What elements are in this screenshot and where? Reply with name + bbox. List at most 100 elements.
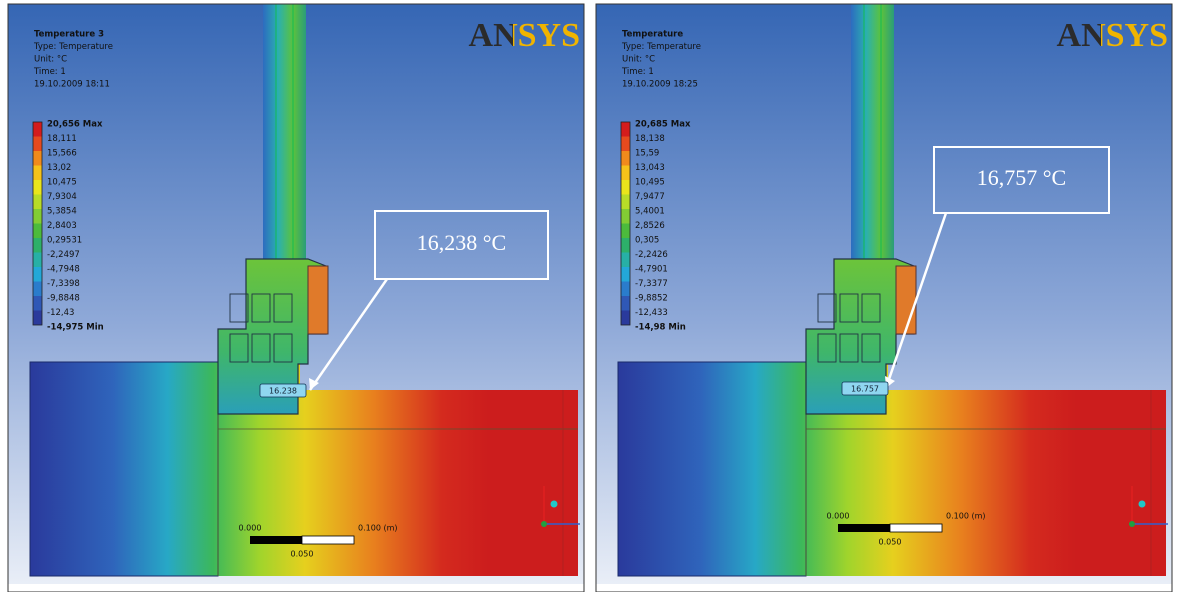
legend-swatch (33, 238, 42, 253)
legend-label: -12,433 (635, 308, 668, 318)
legend-swatch (621, 267, 630, 282)
profile-chamber (861, 293, 881, 323)
result-title: Temperature 3 (34, 30, 104, 40)
ansys-logo: ANSYS (469, 17, 580, 54)
legend-swatch (33, 209, 42, 224)
legend-swatch (621, 281, 630, 296)
legend-label: -2,2426 (635, 250, 668, 260)
triad-ball (550, 500, 558, 508)
legend-swatch (621, 151, 630, 166)
probe-label-box (841, 381, 889, 396)
legend-swatch (33, 122, 42, 137)
triad-origin (541, 521, 547, 527)
legend-label: 5,3854 (47, 207, 77, 217)
result-type: Type: Temperature (33, 42, 113, 52)
profile-chamber (229, 333, 249, 363)
glazing (263, 4, 306, 272)
sash-profile (307, 265, 329, 335)
probe-label-box (259, 383, 307, 398)
panel-frame (595, 3, 1173, 592)
legend-swatch (33, 281, 42, 296)
scale-end: 0.100 (m) (946, 512, 985, 521)
legend-label: 7,9477 (635, 192, 665, 202)
legend-label: 2,8526 (635, 221, 665, 231)
legend-swatch (621, 122, 630, 137)
legend-frame (32, 121, 43, 326)
legend-swatch (621, 252, 630, 267)
legend-swatch (621, 194, 630, 209)
legend-label: -4,7948 (47, 265, 80, 275)
legend-swatch (33, 151, 42, 166)
scale-bar-black (838, 524, 890, 532)
result-type: Type: Temperature (621, 42, 701, 52)
legend-swatch (621, 296, 630, 311)
legend-label: 2,8403 (47, 221, 77, 231)
legend-label: -7,3377 (635, 279, 668, 289)
triad-origin (1129, 521, 1135, 527)
result-date: 19.10.2009 18:11 (34, 80, 110, 90)
legend-label: 15,59 (635, 149, 659, 159)
probe-label: 16.757 (851, 385, 879, 394)
scale-mid: 0.050 (291, 550, 314, 559)
sash-profile (895, 265, 917, 335)
legend-label: -14,98 Min (635, 323, 686, 333)
sill-field (298, 390, 578, 576)
scale-start: 0.000 (827, 512, 850, 521)
legend-swatch (33, 180, 42, 195)
profile-chamber (251, 333, 271, 363)
legend-label: 18,111 (47, 134, 77, 144)
result-title: Temperature (622, 30, 683, 40)
legend-label: 7,9304 (47, 192, 77, 202)
legend-swatch (621, 310, 630, 325)
callout-text: 16,238 °C (417, 230, 506, 255)
profile-chamber (251, 293, 271, 323)
profile-chamber (273, 293, 293, 323)
legend-swatch (33, 310, 42, 325)
legend-swatch (621, 180, 630, 195)
legend-label: -2,2497 (47, 250, 80, 260)
legend-label: 0,29531 (47, 236, 82, 246)
legend-label: 15,566 (47, 149, 77, 159)
legend-label: -4,7901 (635, 265, 668, 275)
legend-label: 10,495 (635, 178, 665, 188)
legend-swatch (33, 194, 42, 209)
callout-arrowhead (309, 378, 319, 390)
sill-field (886, 390, 1166, 576)
legend-swatch (33, 223, 42, 238)
profile-chamber (861, 333, 881, 363)
profile-chamber (273, 333, 293, 363)
probe-label: 16.238 (269, 387, 297, 396)
scale-end: 0.100 (m) (358, 524, 397, 533)
legend-swatch (33, 136, 42, 151)
callout-arrow (884, 212, 948, 389)
scale-bar-white (301, 535, 355, 545)
legend-swatch (33, 296, 42, 311)
scale-start: 0.000 (239, 524, 262, 533)
legend-label: -9,8848 (47, 294, 80, 304)
callout-text: 16,757 °C (977, 165, 1066, 190)
legend-swatch (33, 252, 42, 267)
result-unit: Unit: °C (34, 55, 67, 65)
frame-profile (805, 258, 915, 415)
profile-chamber (839, 293, 859, 323)
scale-bar-black (250, 536, 302, 544)
result-time: Time: 1 (621, 67, 654, 77)
callout-arrow (308, 278, 389, 391)
legend-label: 10,475 (47, 178, 77, 188)
legend-label: 20,656 Max (47, 120, 103, 130)
legend-label: -9,8852 (635, 294, 668, 304)
legend-label: 13,02 (47, 163, 71, 173)
legend-swatch (33, 165, 42, 180)
legend-swatch (33, 267, 42, 282)
result-date: 19.10.2009 18:25 (622, 80, 698, 90)
profile-chamber (817, 333, 837, 363)
glazing (851, 4, 894, 272)
legend-label: -14,975 Min (47, 323, 104, 333)
result-panel: Temperature 3 Type: Temperature Unit: °C Ti… (7, 3, 585, 592)
legend-label: 5,4001 (635, 207, 665, 217)
legend-swatch (621, 209, 630, 224)
result-time: Time: 1 (33, 67, 66, 77)
callout-box (374, 210, 549, 280)
